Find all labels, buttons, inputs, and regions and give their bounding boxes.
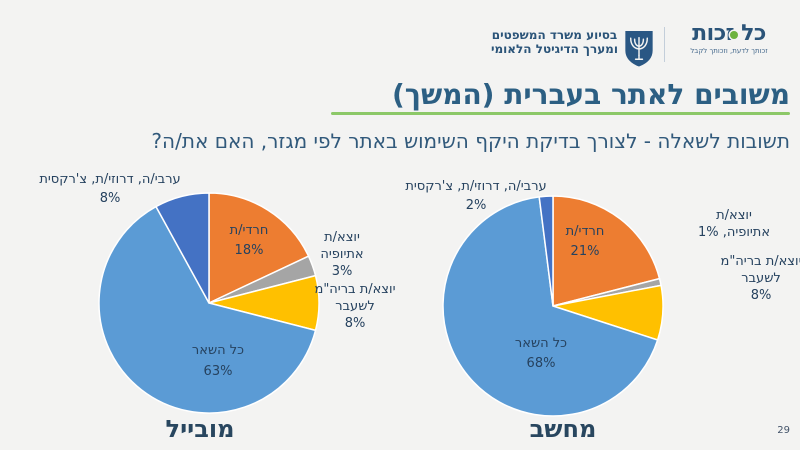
kol-zchut-tagline: זכותך לדעת, וזכותך לקבל [690,47,768,55]
ministry-credit: בסיוע משרד המשפטים ומערך הדיגיטל הלאומי [490,28,618,56]
header-divider [664,27,665,62]
page-number: 29 [777,425,790,436]
computer-pie-chart [442,195,664,417]
title-underline [331,112,790,115]
page-title: משובים לאתר בעברית (המשך) [391,78,790,111]
pie-slice [538,195,554,307]
kol-zchut-logo-text: כל זכות [692,21,766,46]
pie-slice [98,205,317,414]
pie-slice [552,195,661,307]
green-dot-icon [730,31,738,39]
mobile-slice-label-arab: ערבי/ה, דרוזי/ת, צ'רקסית 8% [39,172,181,206]
pie-slice [442,196,659,417]
computer-slice-label-ussr: יוצא/ת בריה"מ לשעבר 8% [720,254,800,303]
kol-zchut-logo: כל זכות זכותך לדעת, וזכותך לקבל [685,21,773,56]
computer-slice-label-arab: ערבי/ה, דרוזי/ת, צ'רקסית 2% [405,179,547,213]
israel-state-emblem-icon [625,30,653,67]
pie-slice [208,192,310,304]
mobile-slice-label-haredi: חרדי/ת 18% [229,223,269,258]
computer-slice-label-haredi: חרדי/ת 21% [565,224,605,259]
page-subtitle: תשובות לשאלה - לצורך בדיקת היקף השימוש ב… [151,129,790,153]
mobile-slice-label-ussr: יוצא/ת בריה"מ לשעבר 8% [314,282,396,331]
mobile-chart-title: מובייל [165,415,235,443]
mobile-slice-label-ethiopia: יוצא/ת אתיופיה 3% [320,230,364,279]
computer-chart-title: מחשב [529,415,597,443]
mobile-pie-chart [98,192,320,414]
pie-slice [155,192,210,304]
computer-slice-label-rest: כל השאר 68% [514,336,568,371]
computer-slice-label-ethiopia: יוצא/ת אתיופיה, 1% [697,208,771,240]
mobile-slice-label-rest: כל השאר 63% [191,343,245,379]
